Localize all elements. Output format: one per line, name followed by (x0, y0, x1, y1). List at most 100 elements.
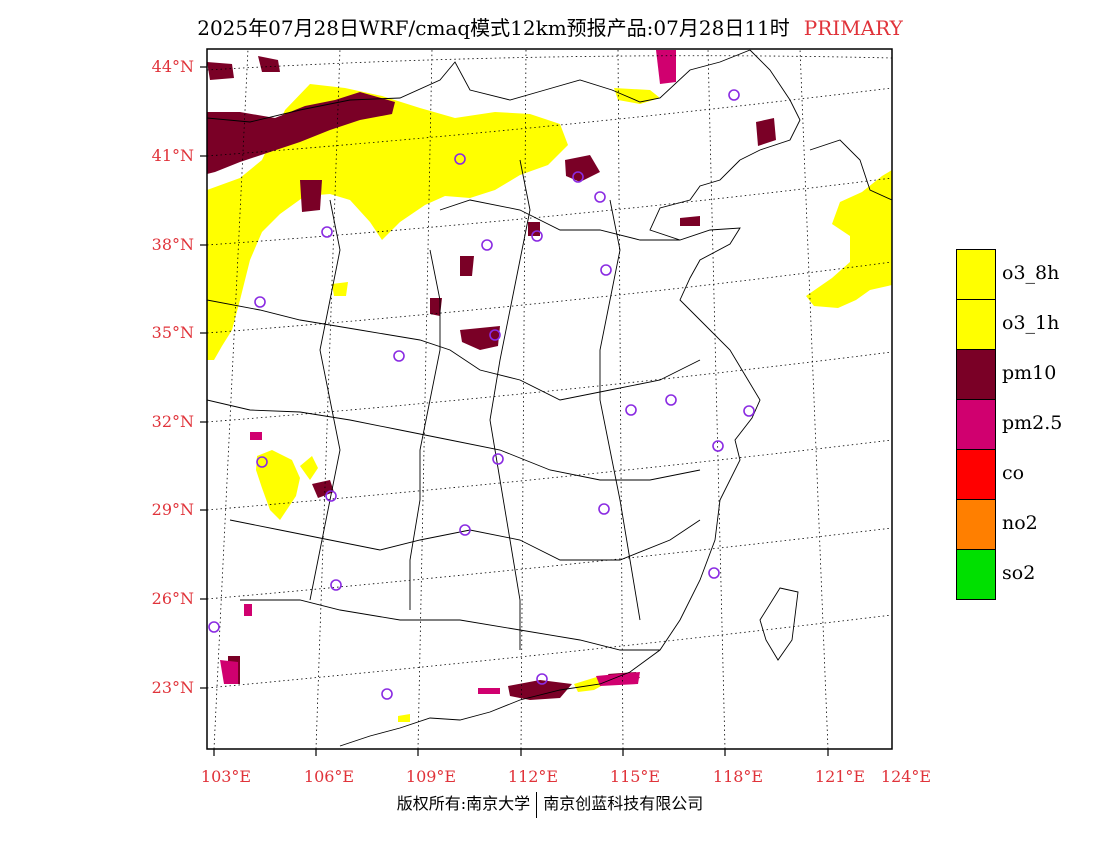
province-line-6 (409, 249, 441, 610)
lon-label: 109°E (406, 767, 456, 786)
station-marker (489, 329, 501, 341)
station-marker (531, 230, 543, 242)
legend-label: co (1002, 462, 1025, 484)
legend-swatch (956, 399, 996, 449)
pm10-region-liaoning (756, 118, 776, 146)
station-marker (321, 226, 333, 238)
tick-marks (200, 66, 829, 756)
station-marker (598, 503, 610, 515)
legend-label: pm10 (1002, 362, 1057, 384)
province-line-7 (489, 159, 531, 650)
station-marker (536, 673, 548, 685)
title-tag: PRIMARY (803, 16, 903, 40)
parallel-23 (207, 614, 892, 689)
legend-swatch (956, 549, 996, 600)
station-marker (708, 567, 720, 579)
station-marker (381, 688, 393, 700)
station-marker (665, 394, 677, 406)
station-marker (481, 239, 493, 251)
pollution-layer (207, 50, 892, 722)
station-marker (492, 453, 504, 465)
o3-region-sichuan (256, 450, 300, 520)
title-main: 2025年07月28日WRF/cmaq模式12km预报产品:07月28日11时 (197, 16, 790, 40)
pm25-region-guangdong-coast (596, 672, 640, 686)
coast-bohai (339, 159, 761, 747)
pm10-region-chongqing (312, 480, 334, 498)
station-marker (625, 404, 637, 416)
legend-label: o3_1h (1002, 312, 1060, 334)
legend-item-pm25: pm2.5 (956, 399, 1091, 449)
station-marker (393, 350, 405, 362)
station-marker (600, 264, 612, 276)
lat-label: 26°N (152, 589, 194, 608)
pm10-region-guangdong (508, 680, 572, 700)
legend-item-co: co (956, 449, 1091, 499)
legend-item-pm10: pm10 (956, 349, 1091, 399)
station-markers (208, 89, 755, 700)
province-line-4 (229, 519, 701, 561)
graticule (207, 49, 892, 749)
map-title: 2025年07月28日WRF/cmaq模式12km预报产品:07月28日11时 P… (0, 12, 1100, 41)
taiwan-outline (759, 587, 799, 661)
pm25-region-sichuan (250, 432, 262, 440)
station-marker (728, 89, 740, 101)
lon-label: 103°E (201, 767, 251, 786)
legend-swatch (956, 499, 996, 549)
legend-item-so2: so2 (956, 549, 1091, 600)
o3-region-tiny (398, 714, 410, 722)
coast-korea (809, 139, 892, 201)
longitude-labels: 103°E 106°E 109°E 112°E 115°E 118°E 121°… (201, 767, 931, 786)
o3-region-sichuan-2 (300, 456, 318, 480)
legend-item-o3-1h: o3_1h (956, 299, 1091, 349)
legend-label: o3_8h (1002, 262, 1060, 284)
station-marker (743, 405, 755, 417)
parallel-38 (207, 177, 892, 246)
copyright-right: 南京创蓝科技有限公司 (543, 794, 704, 813)
lon-label: 115°E (610, 767, 660, 786)
station-marker (254, 296, 266, 308)
copyright-separator (536, 791, 538, 818)
station-marker (712, 440, 724, 452)
lon-label: 121°E (815, 767, 865, 786)
lat-label: 38°N (152, 235, 194, 254)
lat-label: 29°N (152, 500, 194, 519)
pm10-region-north-band (207, 92, 395, 174)
lon-label: 112°E (508, 767, 558, 786)
pm25-regions (220, 50, 676, 694)
parallel-35 (207, 261, 892, 334)
lon-label: 106°E (304, 767, 354, 786)
o3-region-small (332, 282, 348, 296)
province-line-1 (439, 199, 680, 241)
pm10-region-shanxi-1 (460, 256, 474, 276)
parallel-26 (207, 527, 892, 600)
pm10-region-west-small (300, 180, 322, 212)
legend-label: pm2.5 (1002, 412, 1063, 434)
parallel-41 (207, 87, 892, 157)
meridian-118 (707, 49, 726, 749)
province-line-8 (599, 199, 641, 621)
lat-label: 23°N (152, 678, 194, 697)
o3-region-north (207, 84, 568, 360)
meridian-121 (799, 49, 829, 749)
lat-label: 41°N (152, 146, 194, 165)
pm25-region-south-small (478, 688, 500, 694)
pm25-region-guangxi-west (220, 660, 238, 684)
pm10-region-nw2 (258, 56, 280, 72)
parallel-29 (207, 439, 892, 511)
o3-region-shandong-east (806, 170, 892, 308)
lon-label: 118°E (713, 767, 763, 786)
station-marker (594, 191, 606, 203)
legend-label: so2 (1002, 562, 1036, 584)
parallel-32 (207, 351, 892, 423)
copyright-footer: 版权所有:南京大学 南京创蓝科技有限公司 (0, 790, 1100, 818)
station-marker (256, 456, 268, 468)
legend-swatch (956, 299, 996, 349)
parallel-44 (207, 55, 892, 71)
legend-swatch (956, 349, 996, 399)
province-line-2 (207, 299, 701, 401)
border-north (207, 49, 751, 123)
o3-regions (207, 84, 892, 722)
station-marker (330, 579, 342, 591)
latitude-labels: 44°N 41°N 38°N 35°N 32°N 29°N 26°N 23°N (152, 57, 194, 697)
